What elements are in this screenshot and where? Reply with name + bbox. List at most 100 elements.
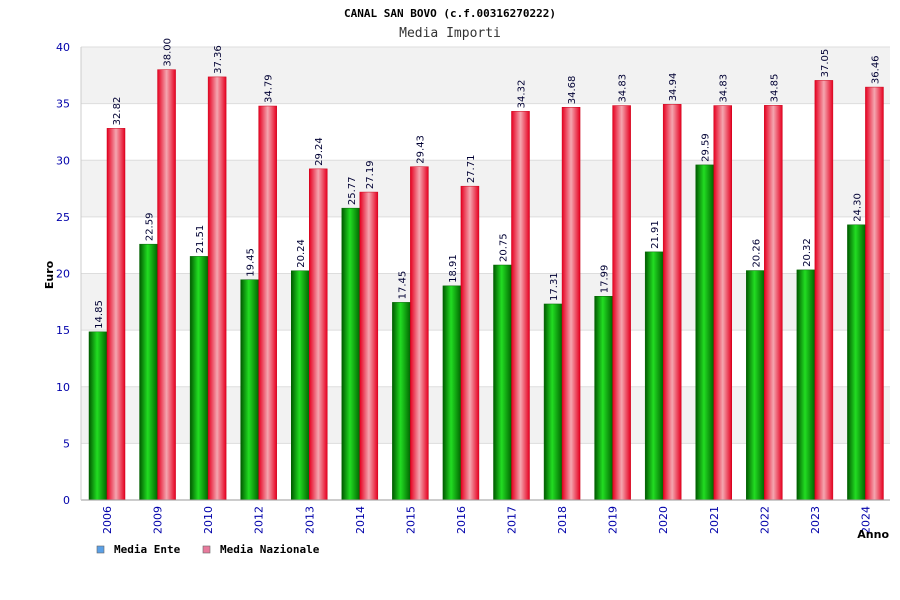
data-label: 36.46 xyxy=(870,55,881,84)
bar-media-nazionale xyxy=(612,105,631,501)
data-label: 34.32 xyxy=(517,80,528,109)
data-label: 32.82 xyxy=(112,97,123,126)
y-tick-label: 20 xyxy=(56,268,70,281)
y-tick-label: 25 xyxy=(56,211,70,224)
bar-media-nazionale xyxy=(713,105,732,501)
bar-media-nazionale xyxy=(662,104,682,501)
bars xyxy=(88,69,884,501)
x-tick-label: 2024 xyxy=(859,506,872,534)
data-label: 34.79 xyxy=(264,74,275,103)
y-tick-label: 5 xyxy=(63,437,70,450)
x-tick-label: 2006 xyxy=(101,506,114,534)
x-tick-label: 2021 xyxy=(708,506,721,534)
data-label: 29.59 xyxy=(701,133,712,162)
bar-media-nazionale xyxy=(410,166,429,501)
data-label: 34.83 xyxy=(719,74,730,103)
chart-subtitle: Media Importi xyxy=(399,26,501,41)
bar-media-ente xyxy=(543,303,563,501)
data-label: 21.91 xyxy=(650,220,661,249)
bar-media-nazionale xyxy=(106,128,126,501)
data-label: 38.00 xyxy=(163,38,174,67)
y-tick-label: 0 xyxy=(63,494,70,507)
x-tick-label: 2016 xyxy=(455,506,468,534)
data-label: 34.94 xyxy=(668,73,679,102)
x-tick-label: 2019 xyxy=(607,506,620,534)
bar-media-nazionale xyxy=(157,69,176,501)
data-label: 25.77 xyxy=(347,177,358,206)
value-labels: 14.85 32.82 22.59 38.00 21.51 37.36 19.45 34.79… xyxy=(94,38,881,329)
data-label: 20.26 xyxy=(751,239,762,268)
bar-media-nazionale xyxy=(511,111,530,501)
data-label: 27.71 xyxy=(466,155,477,184)
data-label: 27.19 xyxy=(365,160,376,189)
x-tick-label: 2018 xyxy=(556,506,569,534)
bar-media-nazionale xyxy=(460,185,480,501)
data-label: 17.31 xyxy=(549,272,560,301)
data-label: 22.59 xyxy=(145,213,156,242)
legend: Media Ente Media Nazionale xyxy=(96,543,320,556)
bar-media-nazionale xyxy=(207,76,227,501)
legend-swatch-media-ente xyxy=(96,545,105,554)
legend-label-media-nazionale: Media Nazionale xyxy=(220,543,320,556)
data-label: 29.24 xyxy=(314,137,325,166)
x-tick-label: 2012 xyxy=(253,506,266,534)
bar-media-nazionale xyxy=(258,105,277,501)
data-label: 14.85 xyxy=(94,300,105,329)
data-label: 37.36 xyxy=(213,45,224,74)
x-tick-label: 2020 xyxy=(657,506,670,534)
y-tick-label: 30 xyxy=(56,154,70,167)
bar-media-ente xyxy=(796,269,816,501)
bar-media-nazionale xyxy=(561,106,581,501)
bar-media-nazionale xyxy=(359,191,379,501)
legend-swatch-media-nazionale xyxy=(202,545,211,554)
data-label: 34.85 xyxy=(769,74,780,103)
bar-media-ente xyxy=(189,256,209,501)
bar-media-ente xyxy=(341,207,361,501)
y-tick-label: 35 xyxy=(56,98,70,111)
x-tick-label: 2010 xyxy=(202,506,215,534)
bar-media-nazionale xyxy=(814,80,834,501)
x-tick-label: 2015 xyxy=(404,506,417,534)
data-label: 29.43 xyxy=(415,135,426,164)
bar-media-ente xyxy=(695,164,714,501)
bar-media-ente xyxy=(240,279,259,501)
legend-label-media-ente: Media Ente xyxy=(114,543,181,556)
data-label: 20.75 xyxy=(499,233,510,262)
x-axis-title: Anno xyxy=(857,528,889,541)
x-tick-label: 2017 xyxy=(506,506,519,534)
y-axis-title: Euro xyxy=(43,260,56,289)
chart-title: CANAL SAN BOVO (c.f.00316270222) xyxy=(344,7,556,20)
bar-media-ente xyxy=(644,251,664,501)
y-axis-ticks: 0 5 10 15 20 25 30 35 40 xyxy=(56,41,70,507)
x-tick-label: 2023 xyxy=(809,506,822,534)
data-label: 24.30 xyxy=(852,193,863,222)
data-label: 37.05 xyxy=(820,49,831,78)
bar-media-ente xyxy=(442,285,462,501)
x-axis-ticks: 2006 2009 2010 2012 2013 2014 2015 2016 2017 2018… xyxy=(101,506,872,534)
bar-media-nazionale xyxy=(309,168,328,501)
data-label: 17.45 xyxy=(397,271,408,300)
bar-media-ente xyxy=(88,331,108,501)
data-label: 34.83 xyxy=(618,74,629,103)
data-label: 34.68 xyxy=(567,76,578,105)
bar-media-ente xyxy=(291,270,310,501)
x-tick-label: 2013 xyxy=(303,506,316,534)
y-tick-label: 40 xyxy=(56,41,70,54)
bar-media-ente xyxy=(594,296,613,501)
bar-media-nazionale xyxy=(764,105,783,501)
x-tick-label: 2014 xyxy=(354,506,367,534)
x-tick-label: 2022 xyxy=(758,506,771,534)
bar-media-ente xyxy=(493,264,512,501)
bar-media-nazionale xyxy=(865,86,884,501)
data-label: 20.32 xyxy=(802,238,813,267)
data-label: 18.91 xyxy=(448,254,459,283)
bar-media-ente xyxy=(392,302,411,501)
y-tick-label: 15 xyxy=(56,324,70,337)
y-tick-label: 10 xyxy=(56,381,70,394)
data-label: 20.24 xyxy=(296,239,307,268)
x-tick-label: 2009 xyxy=(152,506,165,534)
bar-media-ente xyxy=(847,224,866,501)
data-label: 19.45 xyxy=(246,248,257,277)
data-label: 21.51 xyxy=(195,225,206,254)
